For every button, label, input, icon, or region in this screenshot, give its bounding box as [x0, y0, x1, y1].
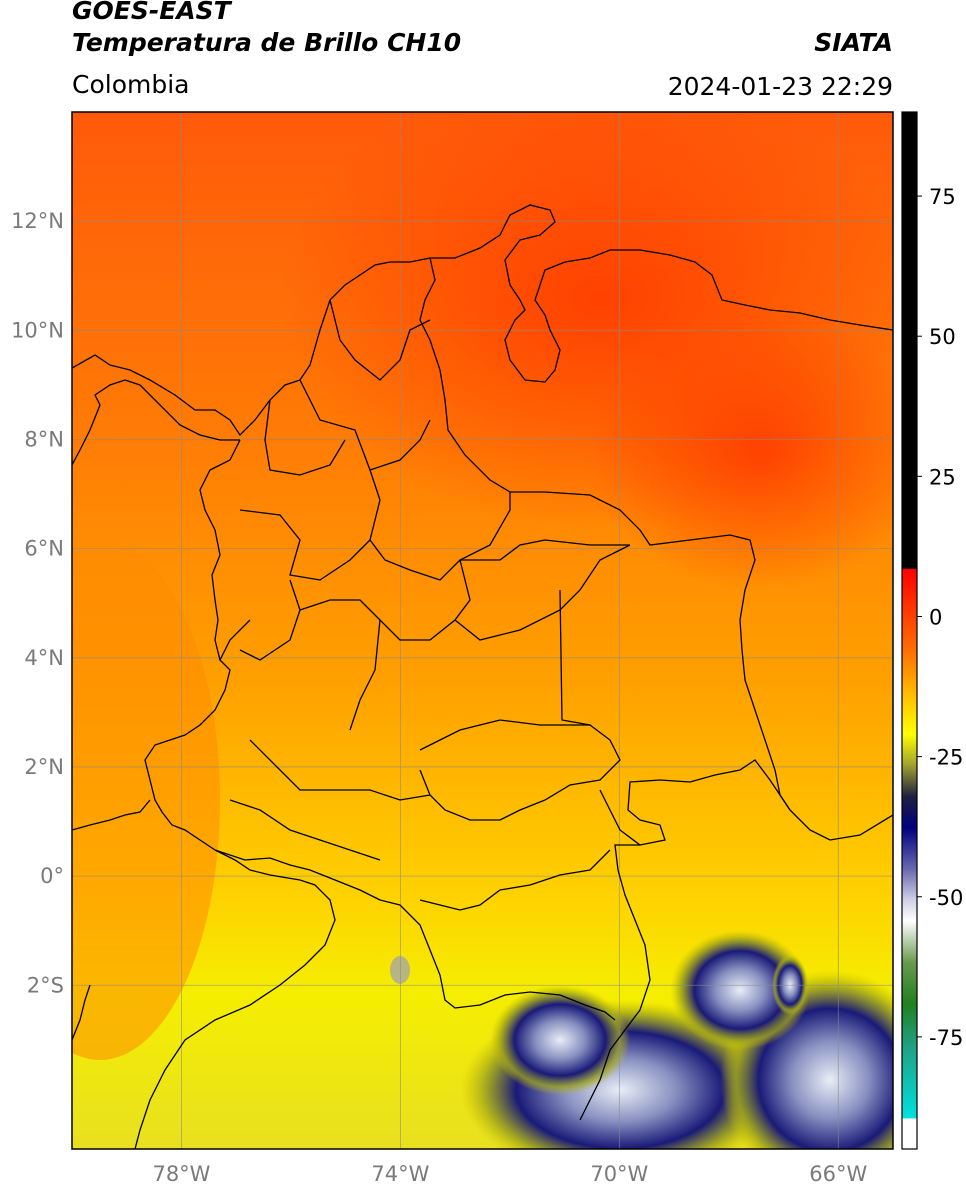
colombia-south-border [214, 849, 616, 1021]
venezuela-state-border [559, 589, 591, 726]
department-borders [239, 579, 301, 661]
lat-tick-label: 2°N [24, 755, 64, 779]
lat-tick-label: 10°N [11, 318, 64, 342]
colorbar-gradient [902, 112, 917, 1149]
latitude-labels: 12°N 10°N 8°N 6°N 4°N 2°N 0° 2°S [11, 209, 64, 997]
timestamp-label: 2024-01-23 22:29 [667, 72, 893, 101]
department-borders [454, 544, 631, 641]
department-borders [460, 539, 630, 561]
colorbar-tick-label: 0 [929, 605, 942, 629]
satellite-title: GOES-EAST [72, 0, 231, 25]
temperature-field [72, 112, 893, 1149]
peru-north-coast [72, 984, 91, 1041]
department-borders [299, 559, 471, 641]
product-title: Temperatura de Brillo CH10 [72, 28, 462, 57]
brazil-border-east [789, 809, 893, 841]
region-label: Colombia [72, 70, 190, 99]
boundaries [72, 204, 893, 1149]
department-borders [419, 719, 621, 821]
map-frame [71, 111, 894, 1150]
lon-tick-label: 74°W [371, 1162, 429, 1186]
lat-tick-label: 8°N [24, 427, 64, 451]
department-borders [349, 619, 381, 731]
lat-tick-label: 6°N [24, 537, 64, 561]
longitude-labels: 78°W 74°W 70°W 66°W [152, 1162, 867, 1186]
graticule [72, 112, 893, 1149]
caribbean-coastline [72, 204, 893, 437]
colorbar-tick-label: 75 [929, 185, 956, 209]
colorbar-tick-label: -50 [929, 886, 963, 910]
lat-tick-label: 2°S [27, 973, 64, 997]
department-borders [229, 799, 381, 861]
department-borders [369, 419, 431, 471]
lon-tick-label: 66°W [809, 1162, 867, 1186]
colorbar-tick-label: 25 [929, 465, 956, 489]
lat-tick-label: 4°N [24, 646, 64, 670]
department-borders [329, 299, 431, 381]
ecuador-coastline [72, 799, 151, 831]
department-borders [419, 849, 611, 911]
colorbar-frame [901, 111, 918, 1150]
pacific-coastline [144, 439, 241, 851]
lat-tick-label: 0° [40, 864, 64, 888]
colorbar-tick-label: 50 [929, 325, 956, 349]
department-borders [239, 509, 371, 581]
department-borders [249, 739, 431, 801]
lon-tick-label: 78°W [152, 1162, 210, 1186]
organization-label: SIATA [814, 28, 893, 57]
department-borders [599, 789, 641, 846]
department-borders [264, 399, 346, 476]
department-borders [219, 619, 251, 661]
lat-tick-label: 12°N [11, 209, 64, 233]
colorbar: 75 50 25 0 -25 -50 -75 [901, 111, 963, 1150]
lon-tick-label: 70°W [590, 1162, 648, 1186]
colorbar-tick-label: -75 [929, 1026, 963, 1050]
colorbar-tick-label: -25 [929, 746, 963, 770]
panama-coastline [72, 379, 240, 466]
colombia-venezuela-border [419, 257, 791, 811]
peru-coastline [134, 849, 336, 1149]
department-borders [299, 379, 511, 581]
